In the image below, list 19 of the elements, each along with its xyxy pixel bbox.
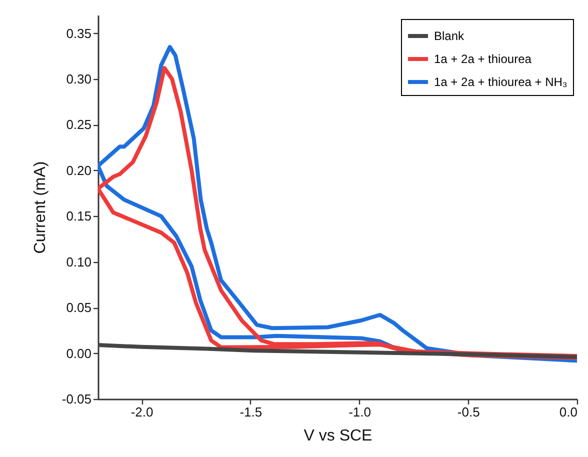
y-tick-label: 0.20 bbox=[66, 162, 92, 178]
y-tick-label: 0.30 bbox=[66, 72, 92, 86]
y-tick-label: 0.25 bbox=[66, 117, 92, 132]
x-axis-title: V vs SCE bbox=[304, 428, 372, 444]
legend-label: 1a + 2a + thiourea bbox=[434, 52, 532, 66]
x-tick-label: -1.0 bbox=[348, 404, 371, 420]
legend-label: Blank bbox=[434, 29, 466, 43]
y-tick-label: 0.10 bbox=[66, 254, 92, 270]
legend-label: 1a + 2a + thiourea + NH₃ bbox=[434, 75, 568, 89]
x-tick-label: 0.0 bbox=[559, 404, 578, 420]
x-tick-label: -1.5 bbox=[240, 404, 262, 420]
y-tick-label: -0.05 bbox=[62, 392, 92, 406]
y-tick-label: 0.05 bbox=[66, 300, 92, 316]
y-tick-label: 0.35 bbox=[66, 26, 92, 41]
y-tick-label: 0.15 bbox=[66, 208, 92, 224]
y-axis-title: Current (mA) bbox=[32, 161, 49, 254]
x-tick-label: -0.5 bbox=[457, 404, 480, 420]
y-tick-label: 0.00 bbox=[66, 346, 92, 361]
x-tick-label: -2.0 bbox=[130, 404, 154, 420]
